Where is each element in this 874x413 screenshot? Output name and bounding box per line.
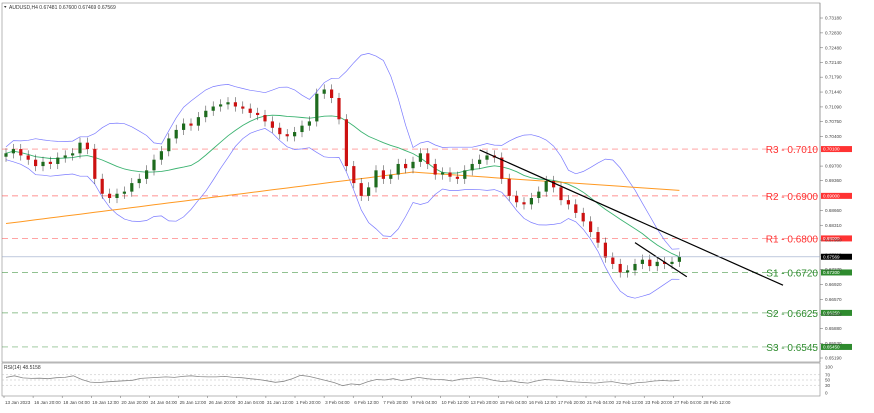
svg-text:50: 50 — [825, 378, 831, 383]
svg-text:0.68000: 0.68000 — [823, 236, 840, 241]
rsi-label: RSI(14) 48.5158 — [4, 365, 41, 371]
svg-text:16 Jan 20:00: 16 Jan 20:00 — [34, 400, 61, 405]
svg-text:0.67200: 0.67200 — [823, 270, 840, 275]
svg-text:S2 - 0.6625: S2 - 0.6625 — [766, 309, 818, 320]
svg-text:16 Feb 12:00: 16 Feb 12:00 — [529, 400, 557, 405]
svg-text:0.65190: 0.65190 — [825, 356, 842, 361]
svg-text:23 Feb 20:00: 23 Feb 20:00 — [645, 400, 673, 405]
collapse-triangle-icon[interactable] — [4, 6, 7, 8]
svg-text:9 Feb 04:00: 9 Feb 04:00 — [412, 400, 437, 405]
svg-text:0.72480: 0.72480 — [825, 45, 842, 50]
svg-text:13 Feb 20:00: 13 Feb 20:00 — [471, 400, 499, 405]
svg-text:0: 0 — [825, 391, 828, 396]
svg-text:28 Feb 12:00: 28 Feb 12:00 — [703, 400, 731, 405]
svg-text:24 Jan 04:00: 24 Jan 04:00 — [151, 400, 178, 405]
svg-text:100: 100 — [825, 365, 833, 370]
svg-text:0.66920: 0.66920 — [825, 282, 842, 287]
main-chart-panel — [1, 2, 821, 363]
svg-text:S1 - 0.6720: S1 - 0.6720 — [766, 268, 818, 279]
svg-text:0.71790: 0.71790 — [825, 75, 842, 80]
svg-text:0.73180: 0.73180 — [825, 16, 842, 21]
time-axis: 13 Jan 2023 16 Jan 20:00 18 Jan 04:00 19 Ja… — [3, 396, 731, 405]
svg-text:22 Feb 12:00: 22 Feb 12:00 — [616, 400, 644, 405]
svg-text:R2 - 0.6900: R2 - 0.6900 — [766, 192, 819, 203]
svg-text:0.68310: 0.68310 — [825, 223, 842, 228]
svg-text:S3 - 0.6545: S3 - 0.6545 — [766, 343, 818, 354]
svg-text:0.71440: 0.71440 — [825, 90, 842, 95]
svg-text:17 Feb 20:00: 17 Feb 20:00 — [558, 400, 586, 405]
svg-text:6 Feb 12:00: 6 Feb 12:00 — [354, 400, 379, 405]
svg-text:0.69000: 0.69000 — [823, 193, 840, 198]
svg-text:7 Feb 20:00: 7 Feb 20:00 — [383, 400, 408, 405]
svg-text:70: 70 — [825, 372, 831, 377]
svg-text:0.66570: 0.66570 — [825, 297, 842, 302]
svg-text:0.69700: 0.69700 — [825, 164, 842, 169]
svg-text:R3 - 0.7010: R3 - 0.7010 — [766, 145, 819, 156]
svg-text:0.65880: 0.65880 — [825, 326, 842, 331]
svg-text:20 Jan 20:00: 20 Jan 20:00 — [121, 400, 148, 405]
price-axis: 0.73180 0.72830 0.72480 0.72140 0.71790 0.714… — [819, 3, 842, 362]
rsi-panel — [1, 362, 821, 397]
svg-text:R1 - 0.6800: R1 - 0.6800 — [766, 234, 819, 245]
svg-text:0.67270: 0.67270 — [825, 267, 842, 272]
trendlines[interactable] — [479, 149, 784, 286]
svg-text:26 Jan 20:00: 26 Jan 20:00 — [209, 400, 236, 405]
svg-text:0.65530: 0.65530 — [825, 341, 842, 346]
indicator-lines — [5, 53, 680, 299]
svg-text:0.67960: 0.67960 — [825, 238, 842, 243]
svg-text:1 Feb 20:00: 1 Feb 20:00 — [296, 400, 321, 405]
svg-text:0.69360: 0.69360 — [825, 178, 842, 183]
svg-text:0.67569: 0.67569 — [823, 254, 840, 259]
svg-text:18 Jan 04:00: 18 Jan 04:00 — [63, 400, 90, 405]
current-price-line: 0.67569 — [2, 253, 852, 260]
svg-text:19 Jan 12:00: 19 Jan 12:00 — [92, 400, 119, 405]
svg-text:25 Jan 12:00: 25 Jan 12:00 — [180, 400, 207, 405]
symbol-header: AUDUSD,H4 0.67481 0.67600 0.67469 0.6756… — [9, 5, 116, 11]
svg-text:0.66220: 0.66220 — [825, 312, 842, 317]
svg-text:0.71090: 0.71090 — [825, 105, 842, 110]
svg-text:0.72140: 0.72140 — [825, 60, 842, 65]
svg-text:30 Jan 04:00: 30 Jan 04:00 — [238, 400, 265, 405]
svg-text:13 Jan 2023: 13 Jan 2023 — [5, 400, 31, 405]
svg-text:0.66250: 0.66250 — [823, 310, 840, 315]
svg-text:10 Feb 12:00: 10 Feb 12:00 — [442, 400, 470, 405]
svg-text:3 Feb 04:00: 3 Feb 04:00 — [325, 400, 350, 405]
support-resistance-levels: R3 - 0.7010 0.70100 R2 - 0.6900 0.69000 R1 -… — [2, 145, 852, 354]
svg-text:0.68660: 0.68660 — [825, 208, 842, 213]
svg-text:0.70400: 0.70400 — [825, 134, 842, 139]
candlesticks — [4, 84, 681, 278]
svg-text:0.70100: 0.70100 — [823, 147, 840, 152]
svg-text:21 Feb 04:00: 21 Feb 04:00 — [587, 400, 615, 405]
svg-text:27 Feb 04:00: 27 Feb 04:00 — [674, 400, 702, 405]
svg-text:0.70750: 0.70750 — [825, 119, 842, 124]
svg-text:0.72830: 0.72830 — [825, 30, 842, 35]
svg-text:0.65450: 0.65450 — [823, 345, 840, 350]
svg-text:15 Feb 04:00: 15 Feb 04:00 — [500, 400, 528, 405]
svg-text:30: 30 — [825, 383, 831, 388]
svg-text:31 Jan 12:00: 31 Jan 12:00 — [267, 400, 294, 405]
